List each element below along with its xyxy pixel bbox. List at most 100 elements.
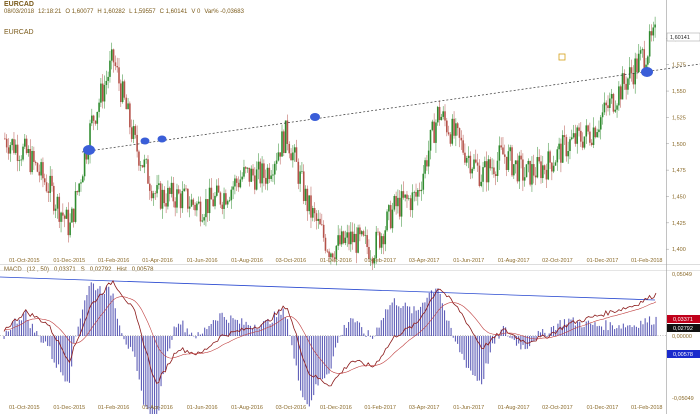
trendline-touch-marker[interactable] — [641, 67, 653, 77]
candle-body — [389, 205, 392, 229]
candle-body — [371, 258, 374, 264]
macd-tag — [667, 315, 700, 323]
macd-trendline[interactable] — [0, 276, 656, 301]
candle-body — [344, 237, 347, 244]
macd-histogram-bar — [454, 336, 456, 342]
price-trendline[interactable] — [81, 63, 700, 153]
macd-histogram-bar — [548, 333, 550, 336]
macd-histogram-bar — [655, 316, 657, 336]
macd-histogram-bar — [627, 325, 629, 336]
candle-body — [487, 159, 490, 183]
candle-body — [252, 168, 254, 176]
macd-histogram-bar — [496, 334, 498, 336]
candle-body — [181, 190, 184, 209]
date-tick-label: 01-Aug-2016 — [231, 405, 263, 411]
macd-histogram-bar — [400, 307, 402, 336]
candle-body — [40, 162, 42, 176]
candle-body — [244, 167, 247, 169]
macd-histogram-bar — [624, 327, 627, 336]
macd-histogram-bar — [343, 324, 345, 336]
macd-histogram-bar — [55, 336, 57, 368]
candle-body — [603, 102, 606, 113]
candle-body — [295, 147, 298, 162]
candle-body — [645, 64, 647, 68]
candle-body — [567, 151, 569, 157]
candle-body — [357, 227, 359, 253]
macd-histogram-bar — [291, 336, 293, 346]
candle-body — [578, 127, 580, 131]
candle-body — [350, 231, 352, 245]
macd-histogram-bar — [241, 318, 243, 336]
drawing-square[interactable] — [558, 53, 566, 61]
candle-body — [206, 199, 209, 214]
candle-body — [197, 201, 200, 204]
macd-histogram-bar — [27, 320, 29, 336]
macd-histogram-bar — [156, 336, 158, 414]
macd-histogram-bar — [228, 322, 230, 336]
candle-body — [576, 127, 579, 144]
candle-body — [654, 24, 656, 28]
trendline-touch-marker[interactable] — [157, 135, 167, 143]
candle-body — [440, 116, 443, 121]
candle-body — [214, 195, 216, 207]
candle-body — [139, 165, 142, 166]
candle-body — [194, 204, 196, 211]
macd-histogram-bar — [284, 317, 286, 336]
candle-body — [324, 237, 327, 251]
date-tick-label: 01-Dec-2017 — [587, 258, 619, 264]
macd-histogram-bar — [223, 317, 225, 336]
candle-body — [250, 168, 253, 182]
candle-body — [212, 199, 214, 207]
ohlc-readout: 08/03/2018 12:18:21 O 1,60077 H 1,60282 L 1,… — [4, 9, 248, 15]
trendline-touch-marker[interactable] — [140, 137, 150, 145]
macd-histogram-bar — [177, 323, 180, 336]
candle-body — [208, 187, 211, 214]
candle-body — [599, 117, 602, 130]
macd-histogram-bar — [308, 336, 310, 407]
close-readout: C 1,60141 — [159, 9, 188, 15]
candle-body — [150, 190, 153, 199]
macd-histogram-bar — [459, 336, 461, 353]
macd-histogram-bar — [411, 313, 413, 336]
candle-body — [411, 192, 414, 211]
macd-histogram-bar — [164, 336, 166, 371]
macd-histogram-bar — [315, 336, 317, 385]
trendline-touch-marker[interactable] — [310, 113, 320, 121]
candle-body — [592, 127, 595, 146]
macd-histogram-bar — [518, 336, 520, 344]
candle-body — [45, 182, 48, 192]
macd-histogram-bar — [132, 336, 134, 352]
macd-histogram-bar — [162, 336, 164, 375]
signal-tag-text: 0,02792 — [673, 326, 693, 332]
candle-body — [511, 147, 513, 176]
candle-body — [335, 245, 338, 259]
macd-histogram-bar — [82, 309, 84, 336]
macd-histogram-bar — [572, 317, 574, 336]
macd-histogram-bar — [461, 336, 463, 354]
macd-histogram-bar — [5, 330, 7, 336]
candle-body — [27, 148, 30, 154]
macd-axis-label: 0,00000 — [672, 334, 692, 340]
trendline-touch-marker[interactable] — [83, 145, 95, 155]
candle-body — [507, 151, 510, 170]
candle-body — [610, 93, 613, 99]
macd-histogram-bar — [199, 334, 201, 336]
macd-value: 0,03371 — [54, 267, 76, 273]
candle-body — [639, 50, 642, 54]
candle-body — [549, 151, 551, 163]
macd-histogram-bar — [289, 335, 291, 336]
candle-body — [471, 168, 473, 174]
candle-body — [254, 175, 256, 190]
candle-body — [293, 147, 296, 153]
candle-body — [574, 133, 577, 144]
candle-body — [49, 175, 51, 193]
macd-histogram-bar — [249, 325, 252, 336]
macd-histogram-bar — [396, 305, 398, 336]
macd-histogram-bar — [262, 321, 265, 336]
macd-histogram-bar — [103, 293, 105, 336]
candle-body — [179, 193, 182, 209]
candle-body — [628, 67, 631, 79]
candle-body — [634, 58, 636, 85]
macd-histogram-bar — [413, 306, 415, 336]
